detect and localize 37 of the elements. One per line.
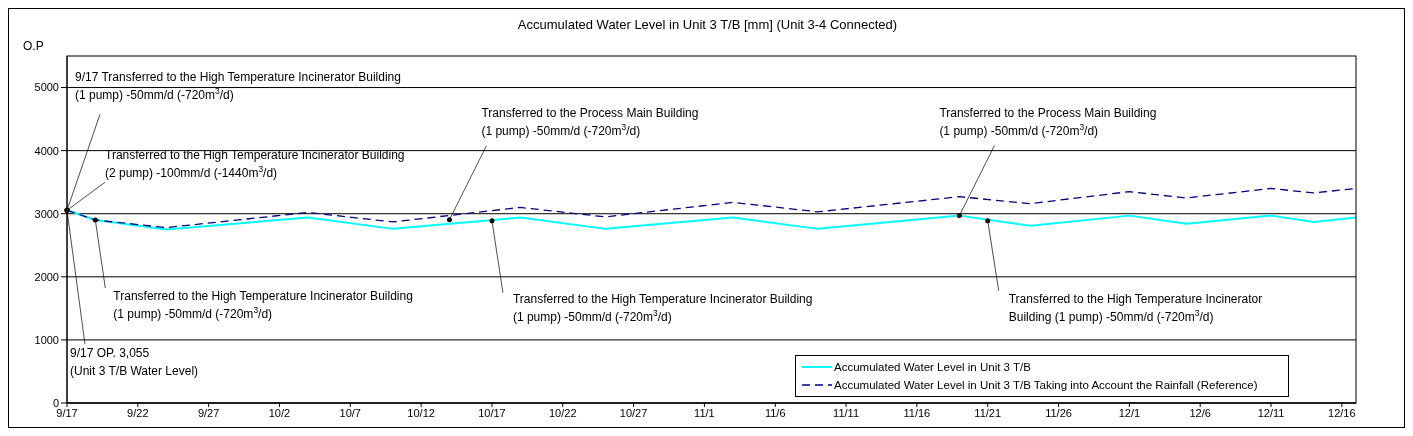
x-tick-label: 10/17 xyxy=(478,406,506,419)
chart-title: Accumulated Water Level in Unit 3 T/B [mm] (Unit 3-4 Connected) xyxy=(516,17,899,32)
y-tick-label: 0 xyxy=(52,396,59,409)
annotation: 9/17 OP. 3,055 (Unit 3 T/B Water Level) xyxy=(70,346,199,379)
y-axis-title: O.P xyxy=(23,39,44,53)
x-tick-label: 10/22 xyxy=(549,406,577,419)
x-tick-label: 9/27 xyxy=(197,406,220,419)
x-tick-label: 10/2 xyxy=(268,406,291,419)
annotation: Transferred to the High Temperature Incinerator Building (1 pump) -50mm/d (-720m$^{3}$/d) xyxy=(512,291,813,324)
x-tick-label: 11/11 xyxy=(833,406,860,419)
annotation: Transferred to the Process Main Building (1 pump) -50mm/d (-720m$^{3}$/d) xyxy=(481,105,699,138)
annotation: Transferred to the High Temperature Incinerator Building (1 pump) -50mm/d (-720m$^{3}$/d) xyxy=(1008,291,1263,324)
x-tick-label: 11/21 xyxy=(974,406,1002,419)
x-tick-label: 11/6 xyxy=(764,406,786,419)
y-tick-label: 1000 xyxy=(34,333,59,346)
x-tick-label: 11/16 xyxy=(903,406,931,419)
y-tick-label: 2000 xyxy=(34,270,59,283)
x-tick-label: 10/12 xyxy=(407,406,435,419)
y-tick-label: 3000 xyxy=(34,207,59,220)
x-tick-label: 9/22 xyxy=(127,406,149,419)
x-tick-label: 11/26 xyxy=(1045,406,1072,419)
x-tick-label: 12/16 xyxy=(1328,406,1356,419)
x-tick-label: 12/6 xyxy=(1189,406,1211,419)
legend-label: Accumulated Water Level in Unit 3 T/B xyxy=(834,361,1031,373)
y-tick-label: 5000 xyxy=(34,81,59,94)
x-tick-label: 10/27 xyxy=(619,406,648,419)
x-tick-label: 11/1 xyxy=(694,406,715,419)
annotation: Transferred to the High Temperature Incinerator Building (1 pump) -50mm/d (-720m$^{3}$/d) xyxy=(113,289,413,322)
annotation: 9/17 Transferred to the High Temperature Incinerator Building (1 pump) -50mm/d (-720m$^{3}$/d) xyxy=(75,70,401,103)
annotation: Transferred to the High Temperature Incinerator Building (2 pump) -100mm/d (-1440m$^{3}$/d) xyxy=(105,148,405,181)
x-tick-label: 12/1 xyxy=(1118,406,1141,419)
x-tick-label: 10/7 xyxy=(339,406,362,419)
x-tick-label: 12/11 xyxy=(1257,406,1285,419)
annotation: Transferred to the Process Main Building (1 pump) -50mm/d (-720m$^{3}$/d) xyxy=(939,105,1157,138)
x-tick-label: 9/17 xyxy=(56,406,78,419)
legend-label: Accumulated Water Level in Unit 3 T/B Taking into Account the Rainfall (Reference) xyxy=(834,379,1258,391)
y-tick-label: 4000 xyxy=(34,144,59,157)
